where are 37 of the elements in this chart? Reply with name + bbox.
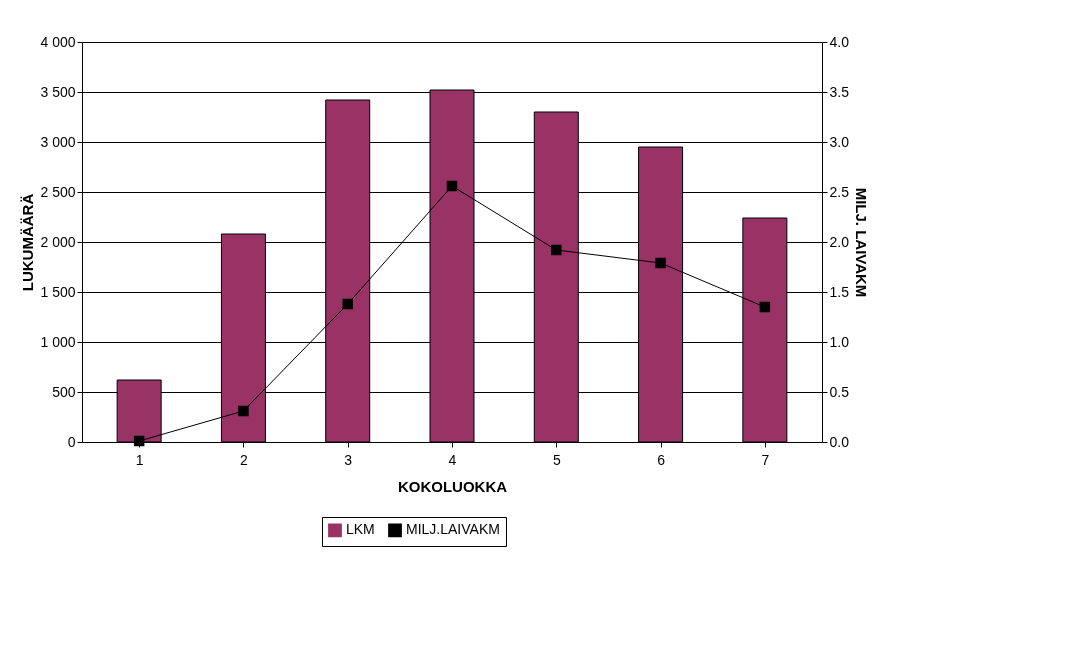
y2-tick-label: 2.0 (829, 233, 850, 250)
x-tick-label: 7 (761, 451, 770, 468)
y2-tick-label: 3.5 (829, 83, 850, 100)
y2-tick-label: 1.0 (829, 333, 850, 350)
x-tick-label: 3 (344, 451, 353, 468)
y-tick-label: 2 500 (40, 183, 76, 200)
y-tick-label: 2 000 (40, 233, 76, 250)
y2-tick-label: 1.5 (829, 283, 850, 300)
point (342, 298, 353, 310)
point (655, 257, 666, 269)
y-tick-label: 500 (52, 383, 76, 400)
y-tick-label: 4 000 (40, 33, 76, 50)
point (238, 405, 249, 417)
y2-tick-label: 0.0 (829, 433, 850, 450)
y-tick-label: 0 (67, 433, 76, 450)
legend-label: LKM (346, 521, 375, 538)
x-axis-title: KOKOLUOKKA (397, 477, 508, 495)
y2-tick-label: 2.5 (829, 183, 850, 200)
y-tick-label: 3 500 (40, 83, 76, 100)
y2-tick-label: 4.0 (829, 33, 850, 50)
point (551, 244, 562, 256)
x-tick-label: 1 (135, 451, 144, 468)
x-tick-label: 5 (552, 451, 561, 468)
y2-axis-title: MILJ. LAIVAKM (852, 187, 870, 298)
x-tick-label: 2 (240, 451, 249, 468)
y2-tick-label: 3.0 (829, 133, 850, 150)
y2-tick-label: 0.5 (829, 383, 850, 400)
point (759, 301, 771, 313)
y-axis-title: LUKUMÄÄRÄ (19, 193, 37, 292)
x-tick-label: 4 (448, 451, 457, 468)
y-tick-label: 1 000 (40, 333, 76, 350)
point (446, 180, 458, 192)
legend-label: MILJ.LAIVAKM (406, 521, 500, 538)
y-tick-label: 1 500 (40, 283, 76, 300)
x-tick-label: 6 (657, 451, 666, 468)
y-tick-label: 3 000 (40, 133, 76, 150)
point (133, 435, 145, 447)
